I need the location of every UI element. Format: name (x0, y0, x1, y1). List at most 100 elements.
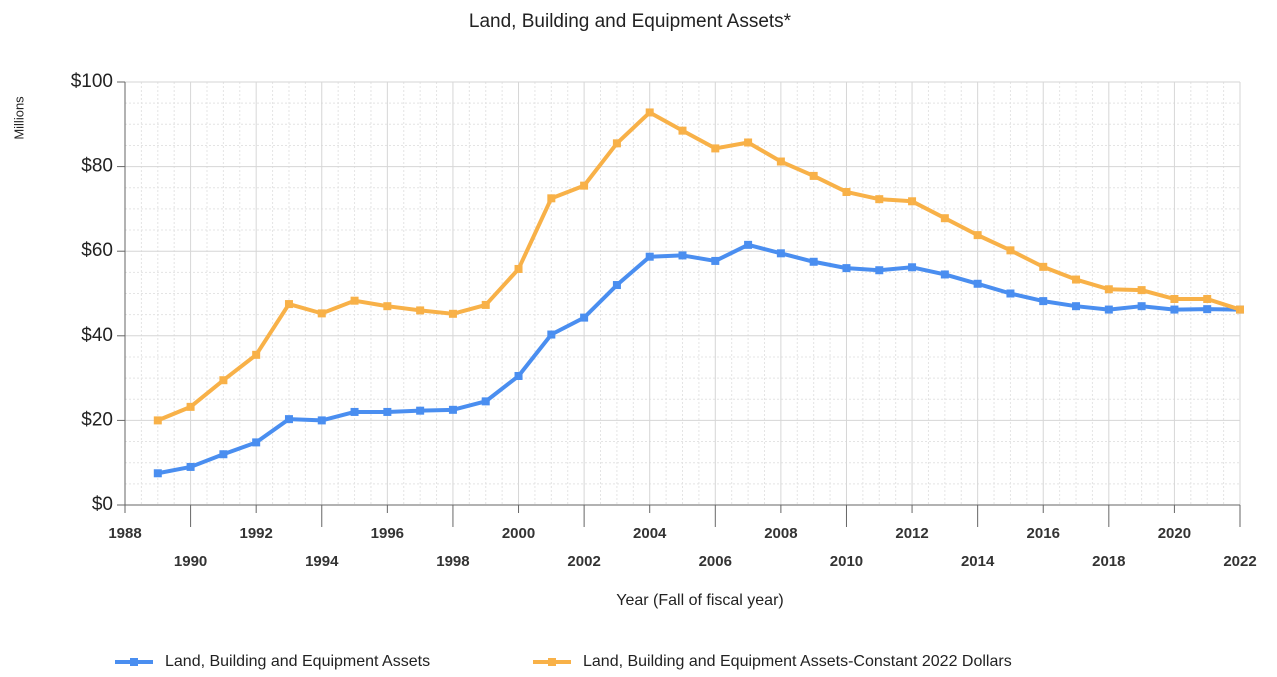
x-tick-label: 1996 (371, 525, 404, 542)
point (284, 415, 293, 424)
y-tick-label: $40 (81, 325, 113, 346)
point (1203, 305, 1212, 314)
x-tick-label: 2020 (1158, 525, 1191, 542)
point (186, 402, 195, 411)
x-tick-label: 2004 (633, 525, 667, 542)
x-axis-title: Year (Fall of fiscal year) (616, 592, 783, 609)
point (1039, 297, 1048, 306)
point (744, 240, 753, 249)
point (1072, 275, 1081, 284)
x-tick-label: 1992 (239, 525, 272, 542)
point (350, 407, 359, 416)
point (514, 371, 523, 380)
point (1137, 302, 1146, 311)
y-tick-label: $100 (71, 71, 113, 92)
x-tick-label: 2010 (830, 553, 863, 570)
point (153, 469, 162, 478)
point (908, 263, 917, 272)
point (776, 157, 785, 166)
y-tick-label: $60 (81, 240, 113, 261)
point (547, 330, 556, 339)
point (580, 181, 589, 190)
series-line (157, 242, 1241, 476)
legend-label: Land, Building and Equipment Assets (165, 653, 430, 670)
point (744, 138, 753, 147)
point (940, 214, 949, 223)
point (875, 195, 884, 204)
point (1006, 289, 1015, 298)
point (416, 406, 425, 415)
legend-swatch-marker (548, 658, 556, 666)
point (612, 281, 621, 290)
y-tick-label: $80 (81, 156, 113, 177)
point (350, 296, 359, 305)
point (612, 139, 621, 148)
point (809, 171, 818, 180)
point (678, 251, 687, 260)
x-tick-label: 2000 (502, 525, 535, 542)
x-tick-label: 2012 (895, 525, 928, 542)
legend-label: Land, Building and Equipment Assets-Cons… (583, 653, 1012, 670)
chart-title: Land, Building and Equipment Assets* (469, 11, 792, 32)
point (317, 309, 326, 318)
point (1104, 285, 1113, 294)
point (448, 405, 457, 414)
point (153, 416, 162, 425)
point (1072, 302, 1081, 311)
point (448, 309, 457, 318)
point (514, 264, 523, 273)
x-tick-label: 2022 (1223, 553, 1256, 570)
point (645, 252, 654, 261)
point (1203, 294, 1212, 303)
point (1006, 246, 1015, 255)
point (1104, 305, 1113, 314)
x-tick-label: 2008 (764, 525, 797, 542)
point (481, 300, 490, 309)
point (973, 279, 982, 288)
point (842, 264, 851, 273)
point (875, 266, 884, 275)
point (711, 144, 720, 153)
point (416, 306, 425, 315)
x-tick-label: 2016 (1027, 525, 1060, 542)
series-line (157, 110, 1241, 423)
point (1170, 305, 1179, 314)
point (481, 397, 490, 406)
point (908, 197, 917, 206)
point (809, 257, 818, 266)
y-axis-title: Millions (11, 96, 26, 140)
point (776, 249, 785, 258)
x-tick-label: 2018 (1092, 553, 1125, 570)
point (1170, 294, 1179, 303)
point (1039, 262, 1048, 271)
legend-swatch-marker (130, 658, 138, 666)
point (317, 416, 326, 425)
point (940, 270, 949, 279)
x-tick-label: 1994 (305, 553, 339, 570)
point (1236, 305, 1244, 314)
x-tick-label: 1990 (174, 553, 207, 570)
x-tick-label: 1998 (436, 553, 469, 570)
point (252, 350, 261, 359)
point (186, 462, 195, 471)
point (973, 231, 982, 240)
y-tick-label: $20 (81, 409, 113, 430)
point (284, 300, 293, 309)
y-tick-label: $0 (92, 494, 113, 515)
point (711, 256, 720, 265)
x-tick-label: 2002 (567, 553, 600, 570)
point (219, 376, 228, 385)
point (383, 407, 392, 416)
point (678, 126, 687, 135)
point (219, 450, 228, 459)
point (383, 302, 392, 311)
point (547, 194, 556, 203)
x-tick-label: 1988 (108, 525, 141, 542)
point (580, 313, 589, 322)
point (645, 108, 654, 117)
x-tick-label: 2014 (961, 553, 995, 570)
point (842, 187, 851, 196)
x-tick-label: 2006 (699, 553, 732, 570)
point (252, 438, 261, 447)
